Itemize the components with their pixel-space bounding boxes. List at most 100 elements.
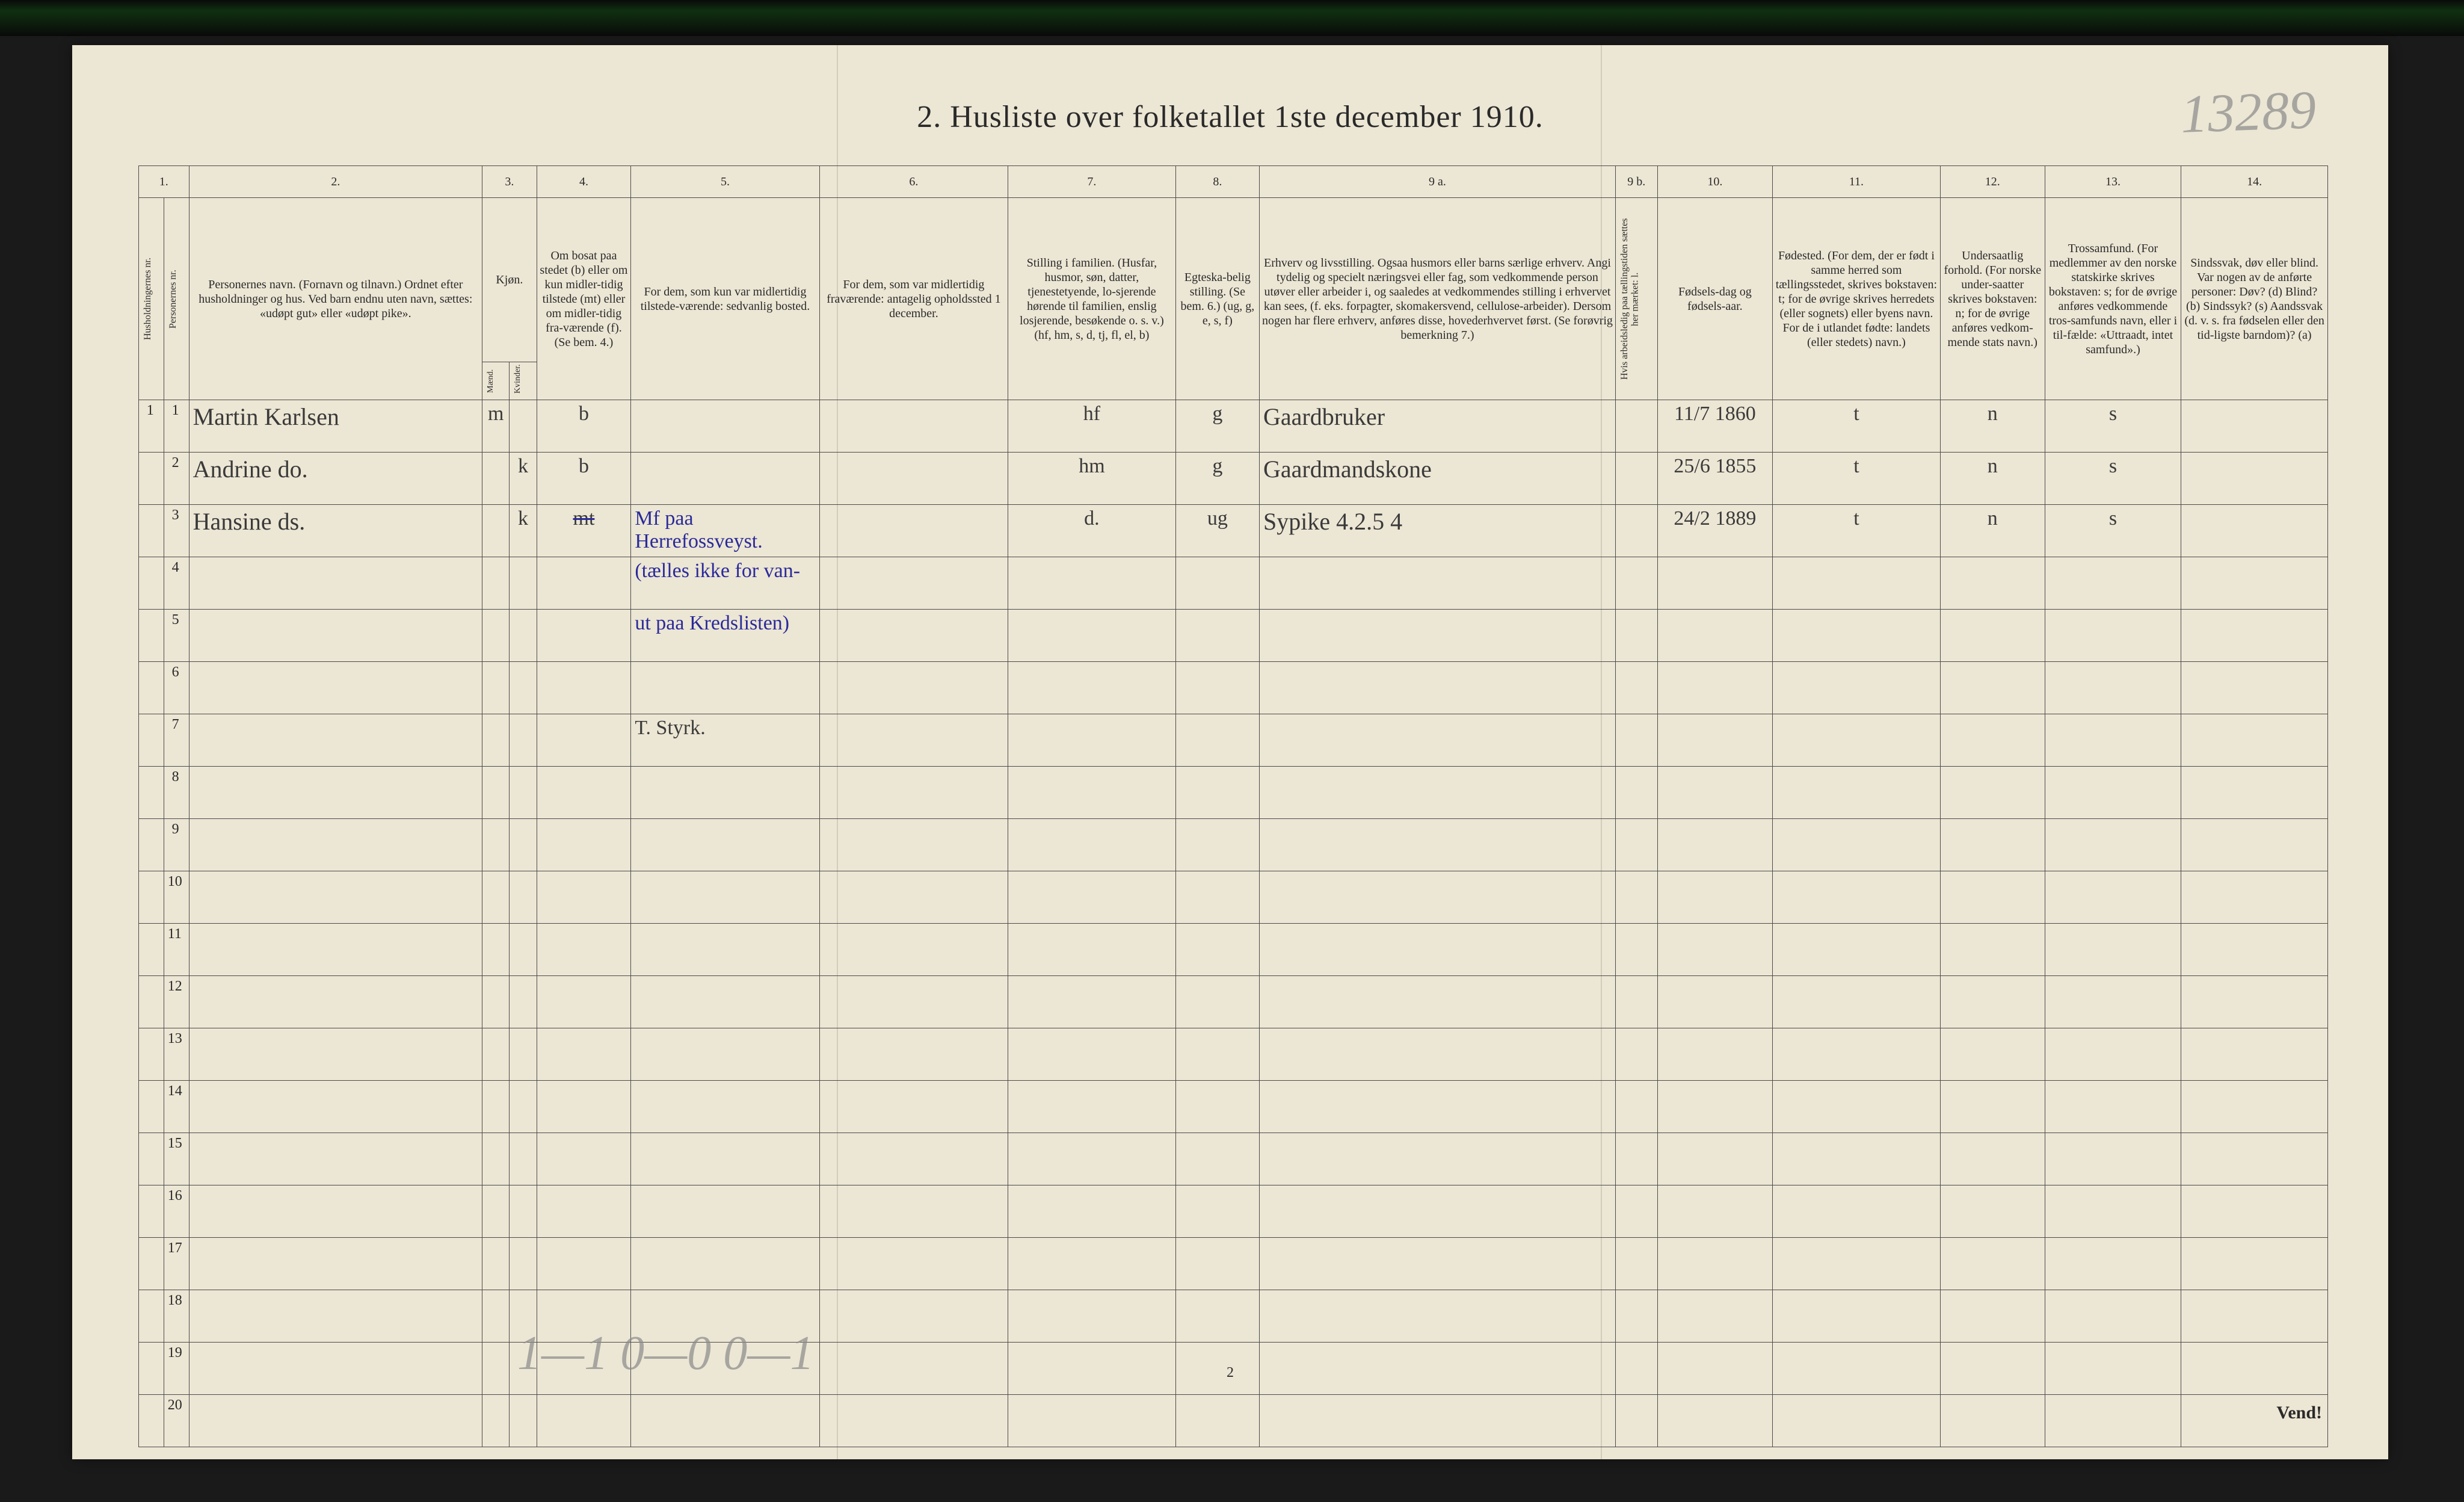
- colnum-1: 1.: [139, 166, 189, 198]
- table-cell: [631, 400, 819, 453]
- table-cell: [510, 1238, 537, 1290]
- table-cell: [1008, 1133, 1176, 1185]
- table-cell: [1008, 1343, 1176, 1395]
- table-cell: [1657, 1343, 1773, 1395]
- table-cell: m: [482, 400, 510, 453]
- table-header: 1. 2. 3. 4. 5. 6. 7. 8. 9 a. 9 b. 10. 11…: [139, 166, 2328, 400]
- table-cell: [189, 1290, 482, 1343]
- table-cell: [1657, 1395, 1773, 1447]
- column-number-row: 1. 2. 3. 4. 5. 6. 7. 8. 9 a. 9 b. 10. 11…: [139, 166, 2328, 198]
- table-cell: [139, 1290, 164, 1343]
- cell-text: 25/6 1855: [1674, 455, 1756, 477]
- table-row: 11: [139, 924, 2328, 976]
- table-row: 8: [139, 767, 2328, 819]
- cell-text: 7: [172, 717, 185, 732]
- table-cell: [819, 1290, 1008, 1343]
- table-cell: [1008, 767, 1176, 819]
- table-cell: [2181, 976, 2328, 1028]
- table-cell: [819, 714, 1008, 767]
- table-cell: [1615, 1185, 1657, 1238]
- cell-text: g: [1212, 455, 1222, 477]
- table-cell: [1940, 1238, 2045, 1290]
- colnum-9a: 9 a.: [1259, 166, 1615, 198]
- header-c3b: Kvinder.: [510, 362, 537, 400]
- header-c3a-text: Mænd.: [485, 366, 496, 396]
- table-cell: [1657, 819, 1773, 871]
- table-cell: T. Styrk.: [631, 714, 819, 767]
- header-c1b: Personernes nr.: [164, 198, 189, 400]
- table-cell: 3: [164, 505, 189, 557]
- table-cell: [1259, 1290, 1615, 1343]
- table-cell: [631, 453, 819, 505]
- table-cell: [1008, 1028, 1176, 1081]
- table-cell: [482, 819, 510, 871]
- cell-text: 24/2 1889: [1674, 507, 1756, 530]
- table-cell: Martin Karlsen: [189, 400, 482, 453]
- table-cell: [819, 819, 1008, 871]
- cell-text: 13: [168, 1031, 188, 1046]
- table-row: 20: [139, 1395, 2328, 1447]
- table-cell: [1008, 976, 1176, 1028]
- table-cell: n: [1940, 505, 2045, 557]
- table-cell: [1259, 871, 1615, 924]
- table-cell: n: [1940, 453, 2045, 505]
- table-cell: [482, 924, 510, 976]
- table-cell: [1615, 662, 1657, 714]
- cell-text: 9: [172, 821, 185, 837]
- table-cell: [139, 819, 164, 871]
- table-cell: [1940, 1343, 2045, 1395]
- table-cell: [1175, 1238, 1259, 1290]
- table-cell: [189, 871, 482, 924]
- table-cell: [189, 1238, 482, 1290]
- colnum-6: 6.: [819, 166, 1008, 198]
- table-cell: t: [1773, 400, 1941, 453]
- cell-text: 17: [168, 1240, 188, 1256]
- table-cell: [139, 505, 164, 557]
- cell-text: 10: [168, 874, 188, 889]
- table-cell: [1008, 1395, 1176, 1447]
- table-cell: [819, 1185, 1008, 1238]
- table-cell: [1008, 1290, 1176, 1343]
- cell-text: 16: [168, 1188, 188, 1204]
- table-cell: [2045, 1395, 2181, 1447]
- table-cell: [189, 1395, 482, 1447]
- table-cell: [2181, 819, 2328, 871]
- table-cell: 11: [164, 924, 189, 976]
- table-cell: [1657, 1238, 1773, 1290]
- table-cell: 14: [164, 1081, 189, 1133]
- table-cell: 17: [164, 1238, 189, 1290]
- pencil-annotation-bottom: 1—1 0—0 0—1: [517, 1326, 814, 1381]
- table-cell: [1773, 1395, 1941, 1447]
- table-cell: [1259, 1185, 1615, 1238]
- header-c2: Personernes navn. (Fornavn og tilnavn.) …: [189, 198, 482, 400]
- table-cell: [1940, 871, 2045, 924]
- table-cell: [2181, 871, 2328, 924]
- table-cell: [537, 662, 631, 714]
- table-cell: [2181, 924, 2328, 976]
- table-cell: [819, 1133, 1008, 1185]
- header-c14: Sindssvak, døv eller blind. Var nogen av…: [2181, 198, 2328, 400]
- table-cell: [1657, 1133, 1773, 1185]
- table-cell: [1175, 662, 1259, 714]
- table-cell: [1615, 400, 1657, 453]
- table-cell: [1259, 1238, 1615, 1290]
- table-cell: [1175, 1290, 1259, 1343]
- table-row: 12: [139, 976, 2328, 1028]
- table-cell: [2045, 1290, 2181, 1343]
- table-cell: [1940, 610, 2045, 662]
- table-cell: [2045, 1343, 2181, 1395]
- table-cell: hm: [1008, 453, 1176, 505]
- table-cell: [510, 1028, 537, 1081]
- colnum-3: 3.: [482, 166, 537, 198]
- table-cell: [2045, 610, 2181, 662]
- table-cell: [1940, 1290, 2045, 1343]
- table-cell: [1657, 976, 1773, 1028]
- table-cell: 4: [164, 557, 189, 610]
- table-cell: [2181, 1238, 2328, 1290]
- table-cell: 16: [164, 1185, 189, 1238]
- table-cell: t: [1773, 505, 1941, 557]
- table-cell: [189, 767, 482, 819]
- cell-text: 2: [172, 455, 185, 471]
- cell-text: d.: [1084, 507, 1100, 530]
- header-c3: Kjøn.: [482, 198, 537, 362]
